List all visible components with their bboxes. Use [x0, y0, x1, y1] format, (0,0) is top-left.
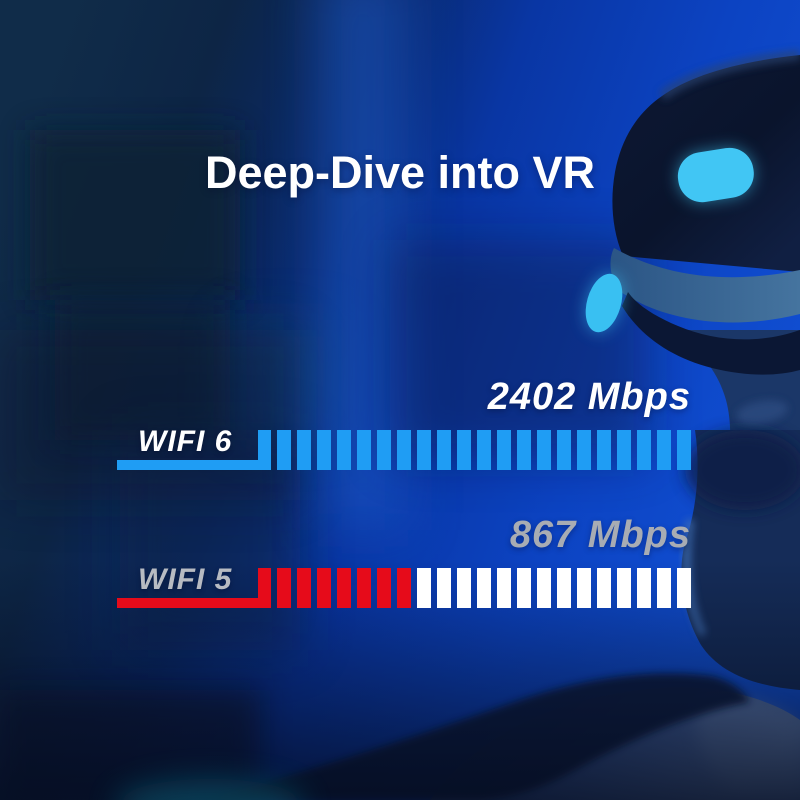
bar-segment	[337, 430, 351, 470]
bar-segment	[477, 568, 491, 608]
headset-band	[610, 248, 800, 323]
bar-segment	[477, 430, 491, 470]
bar-segment	[657, 568, 671, 608]
bar-segment	[457, 568, 471, 608]
bar-segment	[517, 430, 531, 470]
wifi6-segment-bar	[258, 430, 691, 470]
bar-segment	[617, 568, 631, 608]
page-title: Deep-Dive into VR	[204, 147, 596, 199]
headset-top-edge-light	[659, 50, 800, 101]
bar-segment	[637, 430, 651, 470]
bar-segment	[297, 568, 311, 608]
bar-riser	[258, 430, 271, 470]
bar-segment	[397, 430, 411, 470]
wifi5-label: WIFI 5	[138, 563, 233, 596]
wifi5-value-label: 867 Mbps	[509, 514, 691, 556]
bar-segment	[417, 430, 431, 470]
bar-segment	[517, 568, 531, 608]
bar-segment	[377, 430, 391, 470]
bar-segment	[457, 430, 471, 470]
bar-riser	[258, 568, 271, 608]
bar-segment	[497, 568, 511, 608]
bar-segment	[677, 430, 691, 470]
bar-segment	[597, 430, 611, 470]
bar-segment	[637, 568, 651, 608]
bar-segment	[497, 430, 511, 470]
wifi5-underline	[117, 598, 265, 608]
bar-segment	[337, 568, 351, 608]
bar-segment	[537, 430, 551, 470]
wifi6-underline	[117, 460, 265, 470]
bar-segment	[377, 568, 391, 608]
bar-segment	[357, 568, 371, 608]
lips	[736, 400, 788, 424]
bar-segment	[277, 568, 291, 608]
bar-segment	[297, 430, 311, 470]
headset-tracking-light-front	[677, 147, 754, 203]
bar-segment	[397, 568, 411, 608]
teal-floor-glow	[116, 779, 304, 800]
wifi6-label: WIFI 6	[138, 425, 233, 458]
bar-segment	[597, 568, 611, 608]
bar-segment	[317, 430, 331, 470]
wifi5-segment-bar	[258, 568, 691, 608]
bar-segment	[577, 568, 591, 608]
bar-segment	[417, 568, 431, 608]
bar-segment	[557, 430, 571, 470]
bar-segment	[537, 568, 551, 608]
vr-headset	[585, 50, 800, 375]
bar-segment	[677, 568, 691, 608]
bar-segment	[577, 430, 591, 470]
headset-goggle-bottom	[622, 292, 800, 375]
bar-segment	[437, 568, 451, 608]
bar-segment	[617, 430, 631, 470]
jaw-shadow	[685, 430, 800, 510]
bar-segment	[657, 430, 671, 470]
wifi6-value-label: 2402 Mbps	[487, 376, 691, 418]
bar-segment	[557, 568, 571, 608]
bar-segment	[437, 430, 451, 470]
headset-tracking-light-side	[585, 273, 623, 333]
bar-segment	[317, 568, 331, 608]
bar-segment	[277, 430, 291, 470]
bar-segment	[357, 430, 371, 470]
